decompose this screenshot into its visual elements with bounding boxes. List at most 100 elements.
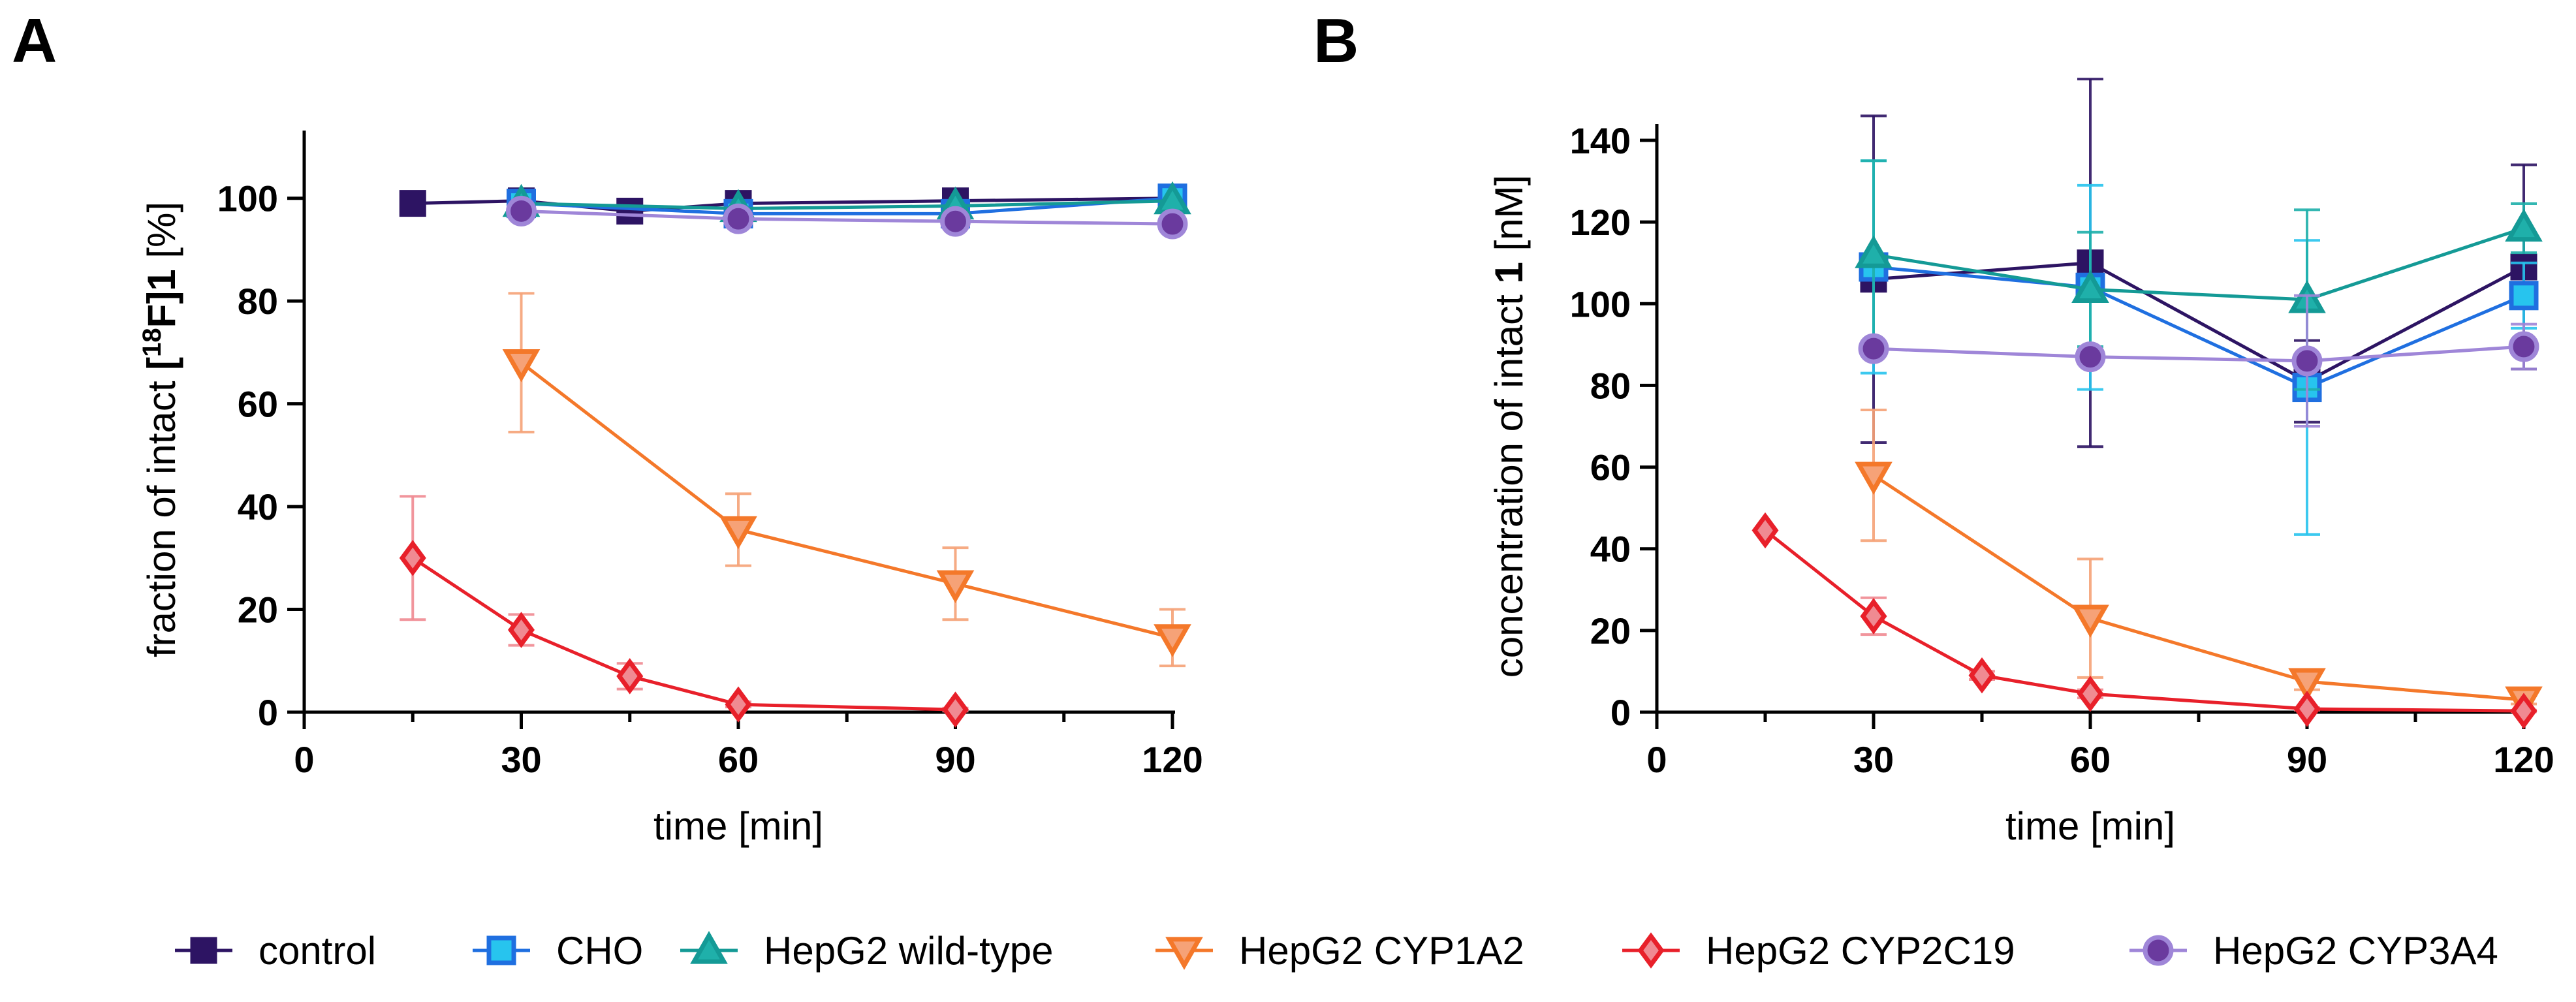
y-tick-label: 0 [258, 692, 278, 733]
data-point [719, 516, 757, 550]
data-point [2071, 604, 2109, 638]
x-axis-title: time [min] [2005, 804, 2175, 848]
legend-marker [690, 931, 728, 964]
y-tick-label: 40 [238, 486, 278, 527]
data-point [399, 190, 426, 217]
y-axis-title-part: fraction of intact [140, 370, 183, 657]
y-tick-label: 20 [1590, 610, 1631, 651]
y-axis-title-part: 18 [138, 328, 166, 357]
y-axis-title: fraction of intact [18F]1 [%] [138, 202, 183, 657]
data-point [1154, 624, 1191, 657]
y-tick-label: 100 [1570, 283, 1631, 324]
legend-item: HepG2 CYP3A4 [2129, 929, 2498, 973]
legend-marker [1637, 932, 1665, 969]
data-point [1855, 235, 1893, 268]
panel-letter-b: B [1313, 6, 1359, 76]
y-tick-label: 80 [238, 281, 278, 322]
data-point [723, 203, 754, 234]
series-line [521, 209, 1173, 226]
data-point [2075, 341, 2106, 373]
legend-marker [190, 937, 217, 964]
x-tick-label: 30 [501, 739, 541, 780]
y-axis-title-part: [nM] [1487, 175, 1531, 262]
series-line [521, 199, 1173, 210]
y-tick-label: 60 [1590, 447, 1631, 488]
series-hepg2-cyp1a2 [1855, 408, 2543, 720]
series-line [1873, 265, 2524, 390]
legend-label: CHO [556, 929, 643, 973]
legend-label: HepG2 CYP3A4 [2213, 929, 2498, 973]
y-tick-label: 0 [1610, 692, 1631, 733]
data-point [616, 197, 644, 225]
y-axis-title-part: F]1 [140, 269, 183, 328]
series-line [411, 556, 956, 712]
legend-label: HepG2 CYP2C19 [1706, 929, 2015, 973]
y-tick-label: 40 [1590, 529, 1631, 570]
x-tick-label: 120 [2493, 739, 2554, 780]
series-line [1872, 473, 2524, 702]
data-point [2505, 208, 2543, 242]
series-line [1873, 345, 2524, 363]
legend: control CHO HepG2 wild-type HepG2 CYP1A2 Hep… [175, 929, 2498, 973]
data-point [2288, 668, 2326, 701]
data-point [2509, 281, 2539, 311]
x-axis-title: time [min] [653, 804, 823, 848]
x-tick-label: 120 [1142, 739, 1202, 780]
series-hepg2-cyp1a2 [502, 292, 1191, 668]
y-tick-label: 120 [1570, 202, 1631, 243]
x-tick-label: 90 [2287, 739, 2327, 780]
y-tick-label: 140 [1570, 120, 1631, 161]
y-tick-label: 80 [1590, 365, 1631, 406]
series-line [1873, 261, 2525, 384]
y-tick-label: 20 [238, 589, 278, 631]
panel-letter-a: A [12, 6, 57, 76]
x-tick-label: 60 [2070, 739, 2111, 780]
legend-marker [2143, 935, 2174, 966]
data-point [2510, 693, 2537, 729]
series-hepg2-cyp2c19 [1751, 512, 2537, 729]
y-axis-title-part: [%] [140, 202, 183, 269]
y-tick-label: 100 [217, 178, 278, 219]
legend-item: HepG2 CYP1A2 [1155, 929, 1524, 973]
series-hepg2-cyp2c19 [399, 495, 969, 728]
data-point [1855, 462, 1893, 495]
data-point [2508, 331, 2539, 362]
data-point [506, 195, 537, 227]
series-control [1860, 78, 2537, 448]
legend-item: CHO [473, 929, 643, 973]
legend-label: control [259, 929, 376, 973]
data-point [725, 686, 752, 723]
legend-marker [1165, 937, 1203, 970]
data-point [1751, 512, 1779, 549]
series-hepg2-cyp3a4 [1858, 294, 2539, 428]
series-line [521, 196, 1173, 215]
data-point [1968, 657, 1996, 694]
data-point [2291, 345, 2323, 377]
data-point [399, 540, 426, 576]
data-point [2071, 270, 2109, 303]
y-axis-title-part: [ [140, 357, 183, 370]
x-tick-label: 0 [294, 739, 314, 780]
data-point [507, 612, 535, 648]
legend-item: HepG2 wild-type [680, 929, 1054, 973]
legend-label: HepG2 CYP1A2 [1239, 929, 1524, 973]
legend-item: HepG2 CYP2C19 [1622, 929, 2015, 973]
series-hepg2-cyp3a4 [506, 195, 1188, 240]
data-point [940, 206, 971, 237]
data-point [1860, 598, 1887, 634]
data-point [936, 570, 975, 604]
data-point [1858, 333, 1889, 364]
series-line [1873, 227, 2524, 302]
chart-panel-a: 0 30 60 90 120 0 20 40 60 80 100 time [min] fraction… [138, 131, 1203, 848]
y-tick-label: 60 [238, 384, 278, 425]
y-axis-title-part: concentration of intact [1487, 284, 1531, 678]
data-point [1157, 208, 1188, 240]
legend-marker [486, 935, 516, 965]
x-tick-label: 90 [935, 739, 975, 780]
y-axis-title: concentration of intact 1 [nM] [1487, 175, 1531, 678]
series-cho [1859, 159, 2539, 536]
data-point [2293, 691, 2321, 727]
data-point [616, 658, 644, 695]
series-line [1764, 529, 2524, 713]
